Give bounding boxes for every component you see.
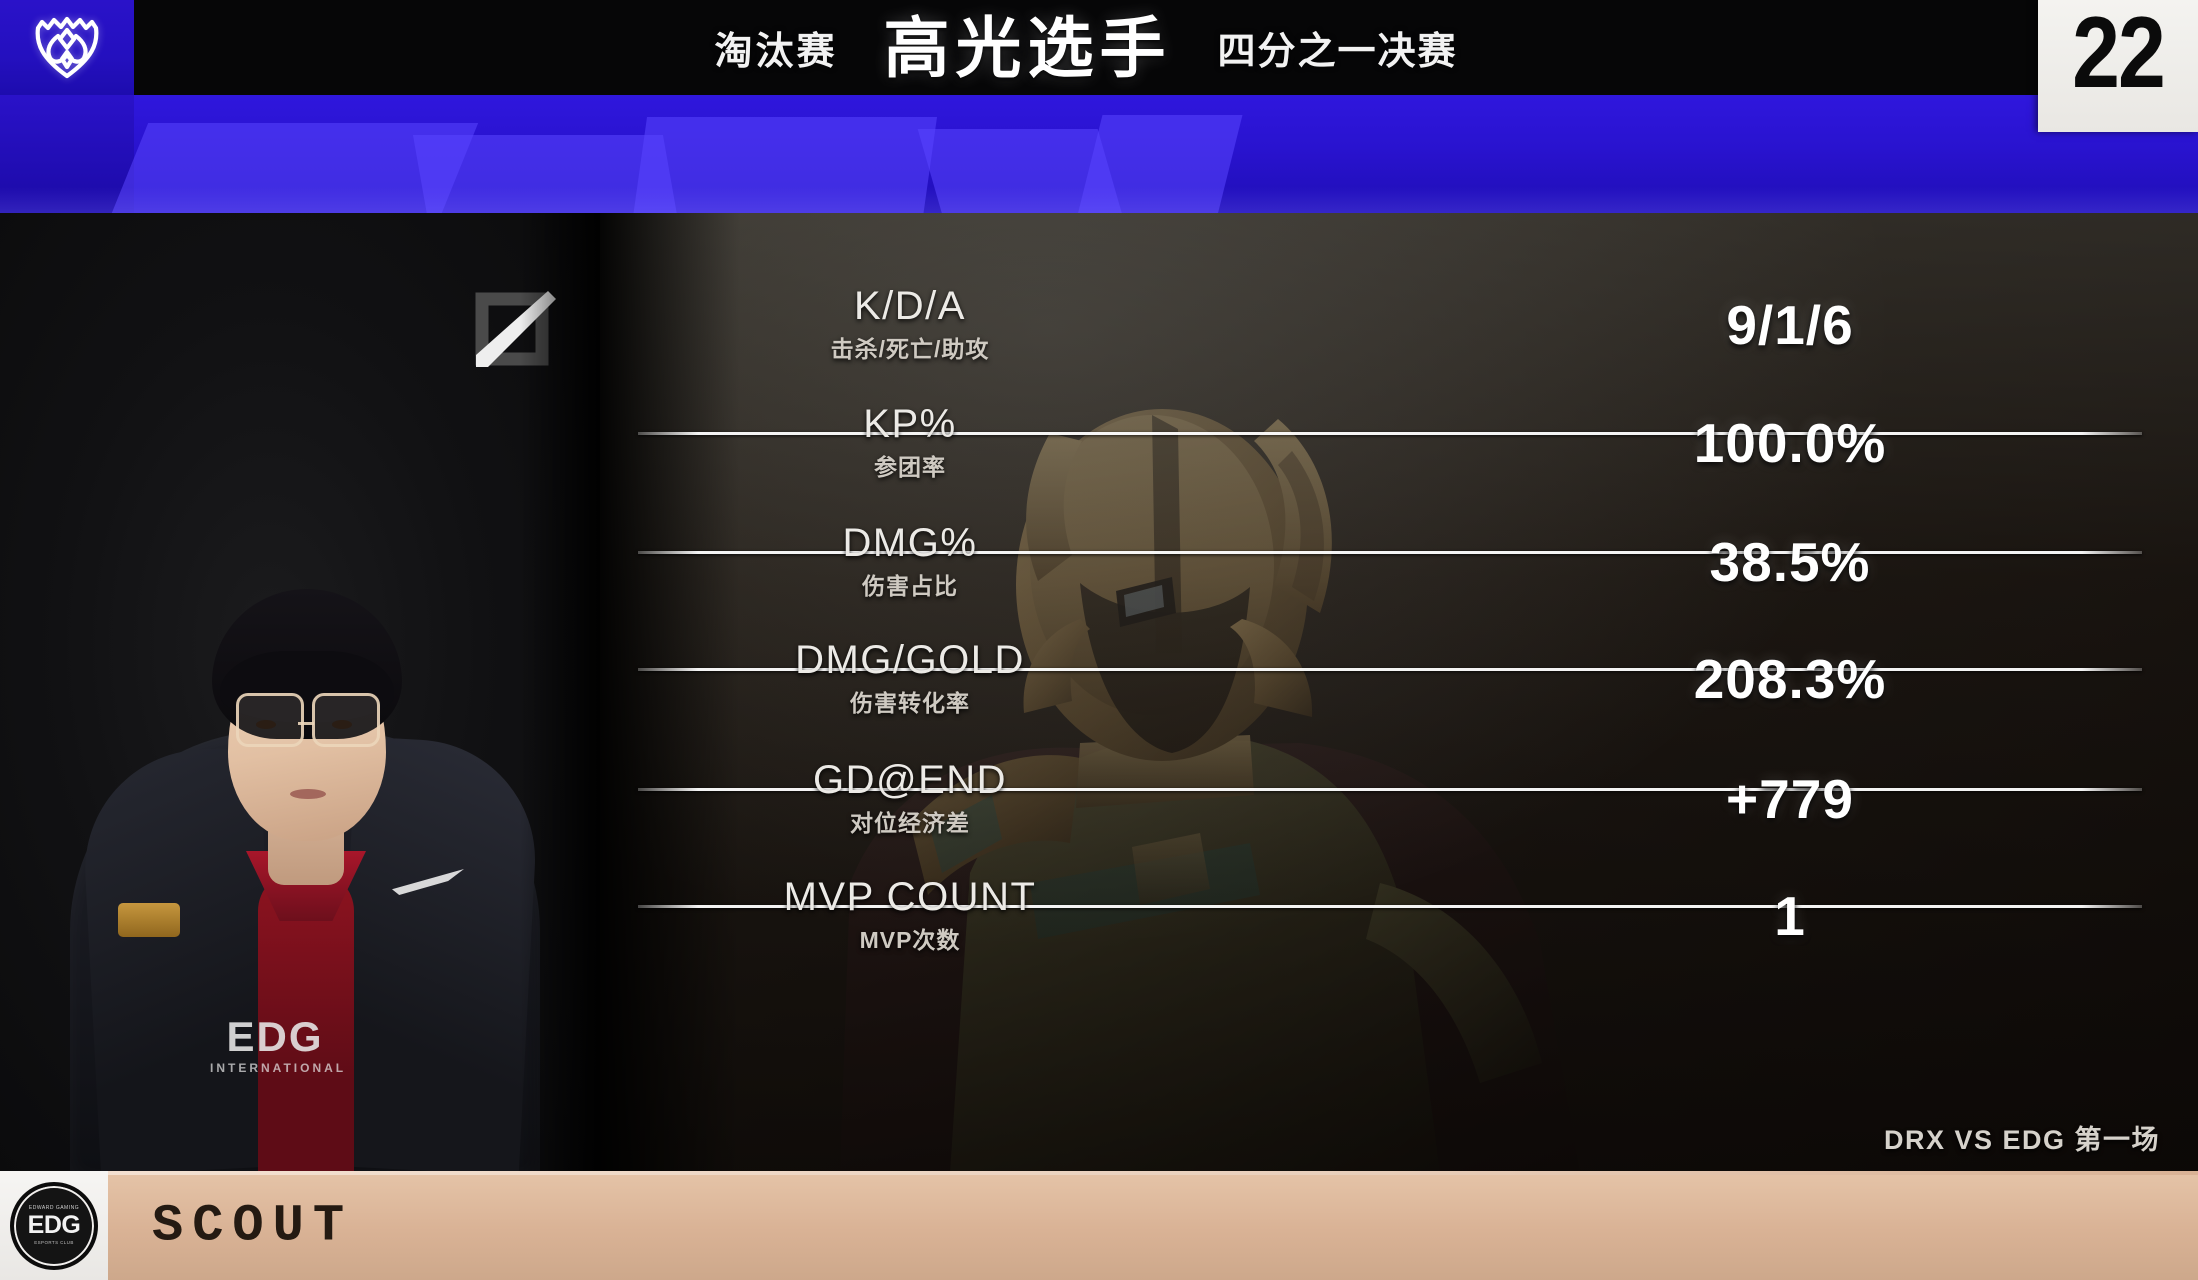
jersey-team-subtext: INTERNATIONAL — [210, 1061, 347, 1075]
stat-value: 208.3% — [1693, 647, 1887, 710]
stat-row: GD@END 对位经济差 +779 — [600, 739, 2198, 858]
stat-rows: K/D/A 击杀/死亡/助攻 9/1/6 KP% 参团率 100.0% — [600, 213, 2198, 1171]
stat-label-group: DMG% 伤害占比 — [600, 520, 1220, 601]
stat-label-group: GD@END 对位经济差 — [600, 757, 1220, 838]
main-content: EDG INTERNATIONAL — [0, 213, 2198, 1171]
stat-label-cn: 伤害占比 — [862, 573, 958, 600]
team-logo-bottom-text: ESPORTS CLUB — [34, 1239, 74, 1245]
stat-separator — [638, 551, 2142, 554]
player-name-bar: EDWARD GAMING EDG ESPORTS CLUB SCOUT — [0, 1171, 2198, 1280]
stat-label-cn: 参团率 — [874, 454, 946, 481]
stat-label-cn: 击杀/死亡/助攻 — [830, 336, 990, 363]
stat-value: 100.0% — [1693, 411, 1887, 474]
stat-separator — [638, 905, 2142, 908]
portrait-jersey — [258, 871, 354, 1171]
episode-number-badge: 22 — [2038, 0, 2198, 132]
namebar-highlight — [0, 1171, 2198, 1175]
header-center: 淘汰赛 高光选手 四分之一决赛 — [134, 0, 2038, 95]
stats-panel: K/D/A 击杀/死亡/助攻 9/1/6 KP% 参团率 100.0% — [600, 213, 2198, 1171]
stat-label-group: MVP COUNT MVP次数 — [600, 874, 1220, 955]
player-name: SCOUT — [152, 1196, 354, 1255]
player-portrait: EDG INTERNATIONAL — [60, 351, 550, 1171]
portrait-mouth — [290, 789, 326, 799]
portrait-glasses-bridge — [298, 722, 314, 725]
splash-overlay-veil — [600, 213, 2198, 1171]
stat-label-en: DMG% — [842, 520, 978, 565]
match-info-label: DRX VS EDG 第一场 — [1883, 1125, 2160, 1155]
stat-label-cn: 对位经济差 — [850, 810, 970, 837]
stat-row: MVP COUNT MVP次数 1 — [600, 856, 2198, 975]
splash-left-fade — [600, 213, 740, 1171]
stat-label-group: DMG/GOLD 伤害转化率 — [600, 637, 1220, 718]
worlds-crown-icon — [0, 0, 134, 95]
stat-separator — [638, 432, 2142, 435]
header-subtitle-left: 淘汰赛 — [714, 31, 838, 73]
player-photo-panel: EDG INTERNATIONAL — [0, 213, 600, 1171]
portrait-eye-right — [332, 720, 352, 729]
episode-number: 22 — [2072, 0, 2166, 110]
blue-transition-band — [0, 95, 2198, 213]
portrait-eye-left — [256, 720, 276, 729]
stat-value: 1 — [1774, 884, 1806, 947]
stat-value: +779 — [1726, 767, 1854, 830]
header-subtitle-right: 四分之一决赛 — [1217, 31, 1458, 73]
header-bar: 淘汰赛 高光选手 四分之一决赛 — [0, 0, 2198, 95]
edg-team-logo-icon: EDWARD GAMING EDG ESPORTS CLUB — [10, 1181, 98, 1270]
stat-value: 38.5% — [1709, 530, 1871, 593]
stat-label-cn: MVP次数 — [859, 927, 961, 954]
stat-row: DMG% 伤害占比 38.5% — [600, 502, 2198, 621]
stat-label-en: KP% — [863, 401, 957, 446]
stat-label-group: KP% 参团率 — [600, 401, 1220, 482]
jersey-team-text: EDG — [226, 1013, 324, 1060]
jersey-sponsor-patch — [118, 903, 180, 937]
team-logo-main-text: EDG — [27, 1210, 81, 1239]
jersey-team-logo: EDG INTERNATIONAL — [210, 1013, 347, 1075]
stat-label-en: DMG/GOLD — [795, 637, 1025, 682]
stat-label-en: GD@END — [812, 757, 1008, 802]
blue-band-left-block — [0, 95, 134, 213]
team-logo-container: EDWARD GAMING EDG ESPORTS CLUB — [0, 1171, 108, 1280]
stat-label-cn: 伤害转化率 — [850, 690, 970, 717]
team-logo-top-text: EDWARD GAMING — [28, 1204, 80, 1211]
stat-value: 9/1/6 — [1726, 293, 1854, 356]
page-title: 高光选手 — [883, 10, 1172, 85]
stat-separator — [638, 668, 2142, 671]
stat-row: KP% 参团率 100.0% — [600, 383, 2198, 502]
stat-label-en: K/D/A — [854, 283, 966, 328]
portrait-glasses-right — [312, 693, 380, 747]
blue-band-gloss — [0, 187, 2198, 213]
stat-separator — [638, 788, 2142, 791]
stat-row: DMG/GOLD 伤害转化率 208.3% — [600, 619, 2198, 738]
portrait-hair-fringe — [220, 651, 394, 723]
stat-label-group: K/D/A 击杀/死亡/助攻 — [600, 283, 1220, 364]
stat-row: K/D/A 击杀/死亡/助攻 9/1/6 — [600, 265, 2198, 384]
stat-label-en: MVP COUNT — [783, 874, 1037, 919]
photo-edge-fade — [520, 213, 600, 1171]
